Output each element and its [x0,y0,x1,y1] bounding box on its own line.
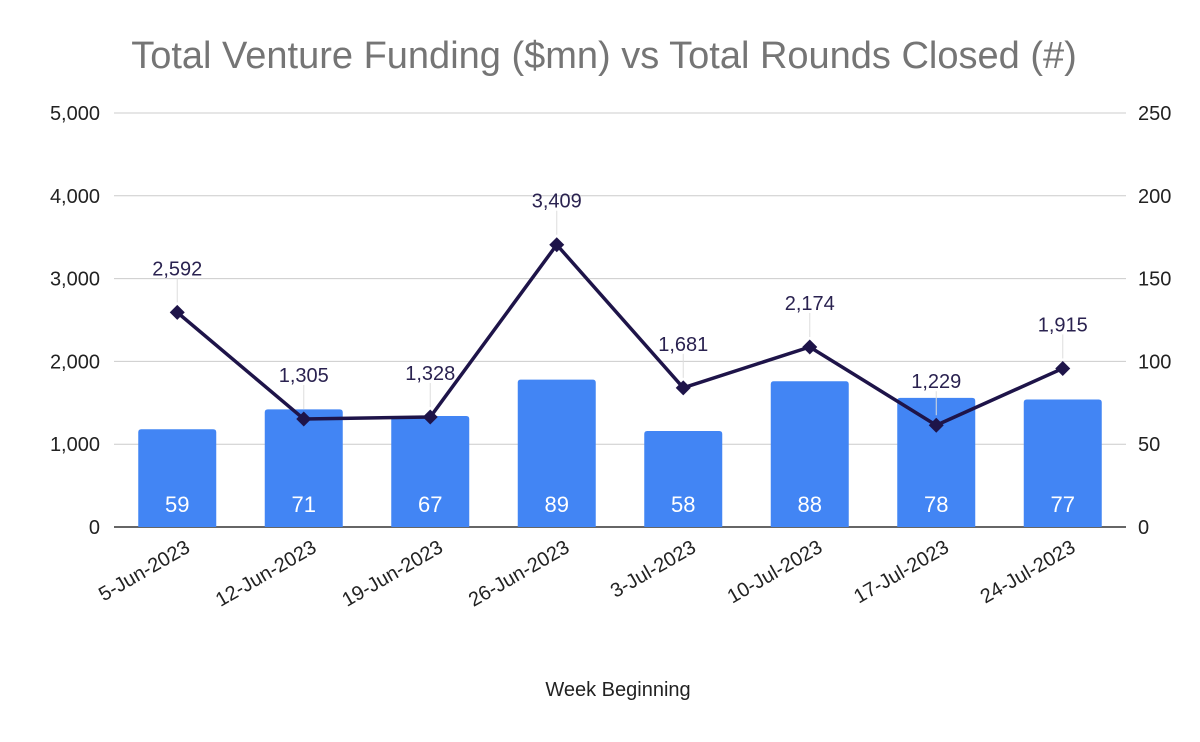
line-data-label: 1,328 [405,363,455,385]
right-tick-label: 200 [1138,186,1171,208]
x-axis-label: Week Beginning [545,679,690,701]
bar-data-label: 89 [545,492,569,517]
bar [138,429,217,527]
bar [391,416,470,527]
right-tick-label: 250 [1138,103,1171,125]
left-tick-label: 4,000 [50,186,100,208]
right-axis-ticks: 0 50 100 150 200 250 [1138,103,1171,539]
right-tick-label: 50 [1138,434,1160,456]
bar-data-labels: 59 71 67 89 58 88 78 77 [165,492,1075,517]
diamond-marker [422,409,438,425]
x-tick-label: 26-Jun-2023 [465,536,573,611]
bar [1023,399,1102,527]
bar-data-label: 78 [924,492,948,517]
x-tick-label: 3-Jul-2023 [607,536,700,602]
line-data-label: 3,409 [532,191,582,213]
x-tick-label: 5-Jun-2023 [95,536,194,606]
diamond-marker [1055,360,1071,376]
bar [517,379,596,527]
diamond-marker [675,380,691,396]
right-tick-label: 100 [1138,351,1171,373]
diamond-marker [296,411,312,427]
line-data-label: 2,592 [152,258,202,280]
bar-series-rounds [138,379,1102,527]
line-data-label: 1,681 [658,334,708,356]
line-data-label: 2,174 [785,293,835,315]
right-tick-label: 150 [1138,269,1171,291]
line-data-label: 1,229 [911,371,961,393]
x-tick-label: 17-Jul-2023 [850,536,952,608]
series-line [176,242,1064,427]
line-data-labels: 2,592 1,305 1,328 3,409 1,681 2,174 1,229 1,915 [152,191,1088,394]
diamond-marker [549,237,565,253]
x-tick-label: 10-Jul-2023 [724,536,826,608]
x-tick-label: 19-Jun-2023 [338,536,446,611]
left-tick-label: 3,000 [50,269,100,291]
bar-data-label: 67 [418,492,442,517]
x-tick-label: 24-Jul-2023 [977,536,1079,608]
line-data-label: 1,915 [1038,314,1088,336]
diamond-marker [802,339,818,355]
bar-data-label: 59 [165,492,189,517]
diamond-marker [928,417,944,433]
left-tick-label: 1,000 [50,434,100,456]
bar [264,409,343,527]
diamond-marker [169,304,185,320]
bar-data-label: 58 [671,492,695,517]
left-tick-label: 0 [89,517,100,539]
x-tick-label: 12-Jun-2023 [212,536,320,611]
bar [770,381,849,527]
line-series-funding [169,237,1071,433]
bar [897,397,976,527]
bar-data-label: 77 [1051,492,1075,517]
chart-title: Total Venture Funding ($mn) vs Total Rou… [131,35,1077,77]
x-axis-ticks: 5-Jun-2023 12-Jun-2023 19-Jun-2023 26-Jun-2… [95,536,1079,611]
bar [644,430,723,527]
right-tick-label: 0 [1138,517,1149,539]
bar-data-label: 88 [798,492,822,517]
line-label-leaders [176,210,1064,416]
line-data-label: 1,305 [279,365,329,387]
bar-data-label: 71 [292,492,316,517]
left-tick-label: 2,000 [50,351,100,373]
left-tick-label: 5,000 [50,103,100,125]
left-axis-ticks: 0 1,000 2,000 3,000 4,000 5,000 [50,103,100,539]
